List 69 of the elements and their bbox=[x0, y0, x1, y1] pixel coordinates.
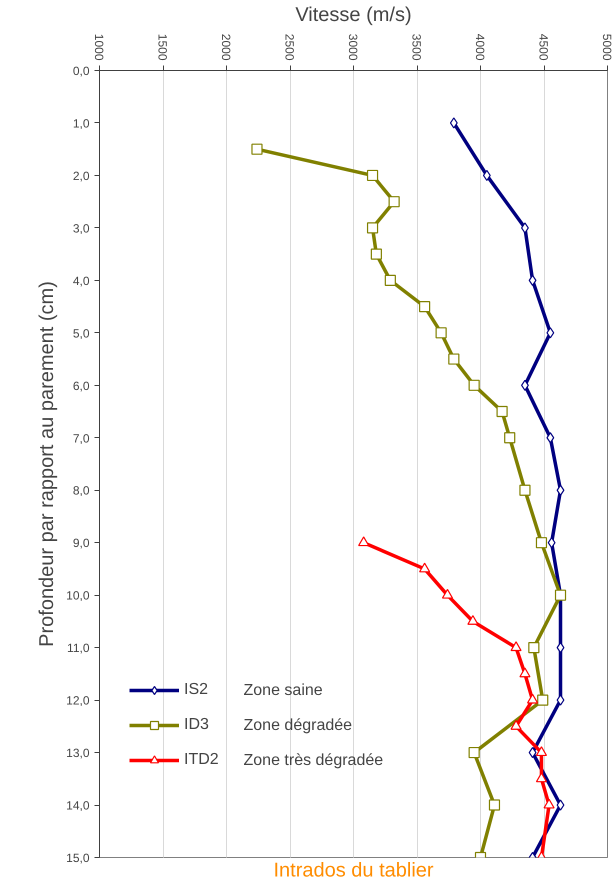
annotation: Zone dégradée bbox=[244, 717, 352, 734]
x-tick-label: 4000 bbox=[473, 34, 487, 61]
point bbox=[548, 537, 556, 548]
point bbox=[536, 746, 548, 756]
point bbox=[482, 170, 491, 182]
point bbox=[448, 353, 460, 365]
point bbox=[546, 432, 554, 444]
point bbox=[436, 327, 447, 338]
point bbox=[537, 694, 548, 706]
y-tick-label: 7,0 bbox=[72, 431, 90, 446]
point bbox=[450, 117, 458, 129]
x-tick-label: 3500 bbox=[410, 34, 424, 61]
annotation: Zone très dégradée bbox=[244, 752, 384, 769]
point bbox=[467, 615, 478, 625]
point bbox=[384, 274, 396, 286]
x-axis-title: Vitesse (m/s) bbox=[295, 4, 412, 26]
point bbox=[251, 144, 263, 155]
point bbox=[388, 196, 400, 208]
y-tick-label: 11,0 bbox=[67, 641, 90, 656]
legend-label: ITD2 bbox=[184, 750, 219, 770]
text: Intrados du tablier bbox=[273, 860, 434, 882]
y-tick-label: 1,0 bbox=[72, 116, 90, 130]
x-tick-label: 2000 bbox=[219, 34, 233, 61]
x-tick-label: 2500 bbox=[282, 34, 296, 61]
point bbox=[370, 248, 382, 260]
x-tick-label: 1500 bbox=[156, 34, 170, 61]
y-tick-label: 5,0 bbox=[72, 326, 90, 340]
x-tick-label: 5000 bbox=[600, 34, 614, 61]
point bbox=[510, 641, 522, 652]
point bbox=[419, 301, 430, 312]
point bbox=[519, 667, 531, 678]
y-tick-label: 3,0 bbox=[72, 221, 90, 236]
point bbox=[488, 799, 500, 811]
point bbox=[468, 746, 480, 758]
x-tick-label: 3000 bbox=[346, 34, 360, 61]
point bbox=[468, 380, 480, 391]
y-tick-label: 4,0 bbox=[72, 274, 90, 288]
legend-label: ID3 bbox=[184, 715, 209, 735]
point bbox=[519, 484, 531, 496]
y-tick-label: 14,0 bbox=[66, 798, 90, 813]
point bbox=[366, 222, 378, 234]
annotation: Zone saine bbox=[244, 682, 323, 699]
point bbox=[546, 327, 554, 338]
y-tick-label: 10,0 bbox=[66, 588, 90, 603]
point bbox=[528, 746, 537, 758]
point bbox=[358, 536, 370, 546]
point bbox=[528, 274, 537, 286]
x-tick-label: 1000 bbox=[92, 34, 106, 61]
point bbox=[366, 170, 378, 182]
legend-label: IS2 bbox=[184, 680, 208, 700]
point bbox=[442, 588, 454, 599]
point bbox=[526, 694, 538, 704]
point bbox=[496, 406, 508, 418]
y-tick-label: 0,0 bbox=[72, 64, 90, 78]
point bbox=[419, 562, 430, 572]
y-tick-label: 8,0 bbox=[72, 484, 90, 498]
point bbox=[543, 798, 555, 809]
y-tick-label: 6,0 bbox=[72, 378, 90, 393]
point bbox=[536, 537, 548, 548]
point bbox=[510, 720, 522, 730]
y-tick-label: 15,0 bbox=[66, 851, 90, 865]
y-axis-title: Profondeur par rapport au parement (cm) bbox=[36, 281, 58, 647]
point bbox=[528, 642, 540, 654]
y-tick-label: 9,0 bbox=[72, 536, 90, 550]
x-tick-label: 4500 bbox=[536, 34, 550, 61]
y-tick-label: 12,0 bbox=[66, 694, 90, 708]
y-tick-label: 13,0 bbox=[66, 746, 90, 760]
point bbox=[504, 432, 516, 444]
y-tick-label: 2,0 bbox=[72, 168, 90, 183]
